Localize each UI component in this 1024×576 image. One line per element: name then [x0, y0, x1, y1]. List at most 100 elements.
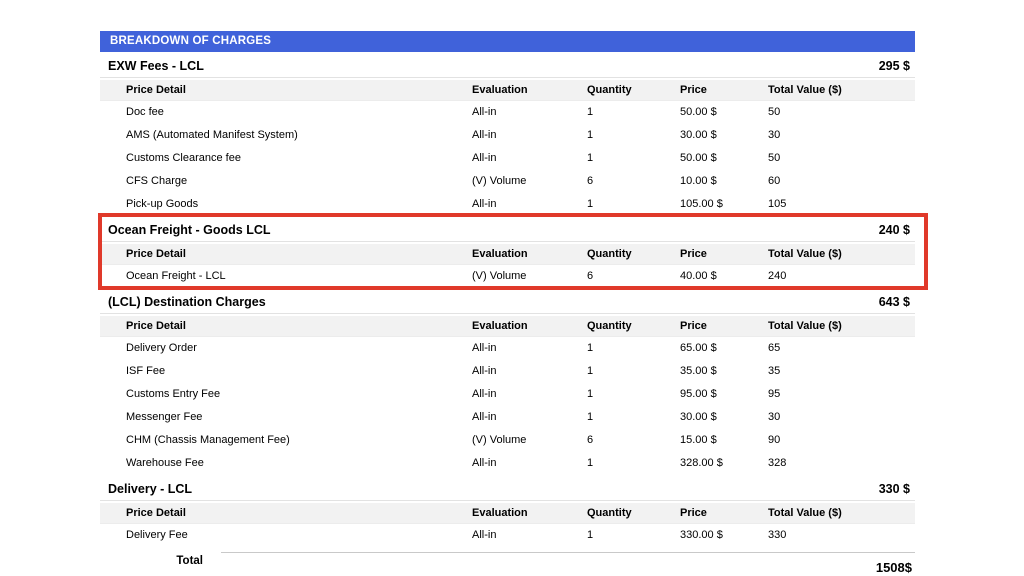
table-cell: All-in	[472, 529, 497, 541]
table-cell: Delivery Order	[126, 342, 197, 354]
table-cell: (V) Volume	[472, 270, 527, 282]
table-cell: Pick-up Goods	[126, 198, 199, 210]
table-cell: All-in	[472, 198, 497, 210]
table-row: Pick-up Goods All-in 1 105.00 $ 105	[100, 193, 915, 216]
total-divider	[221, 552, 915, 553]
table-cell: 50	[768, 152, 781, 164]
table-cell: 40.00 $	[680, 270, 717, 282]
table-cell: 65.00 $	[680, 342, 717, 354]
table-cell: 240	[768, 270, 787, 282]
table-cell: ISF Fee	[126, 365, 166, 377]
rows-container: Doc fee All-in 1 50.00 $ 50 AMS (Automated Ma…	[100, 101, 915, 216]
column-header: Quantity	[587, 248, 632, 260]
charge-section: EXW Fees - LCL 295 $ Price Detail Evaluat…	[100, 52, 915, 216]
table-row: Doc fee All-in 1 50.00 $ 50	[100, 101, 915, 124]
rows-container: Delivery Fee All-in 1 330.00 $ 330	[100, 524, 915, 547]
table-row: AMS (Automated Manifest System) All-in 1 30…	[100, 124, 915, 147]
column-header-row: Price Detail Evaluation Quantity Price Total…	[100, 244, 915, 265]
table-cell: All-in	[472, 129, 497, 141]
total-value: 1508$	[875, 560, 912, 575]
section-amount: 643 $	[878, 295, 910, 309]
table-cell: Customs Clearance fee	[126, 152, 241, 164]
table-cell: 105.00 $	[680, 198, 723, 210]
column-header: Price Detail	[126, 84, 186, 96]
table-cell: Customs Entry Fee	[126, 388, 221, 400]
section-amount: 330 $	[878, 482, 910, 496]
breakdown-of-charges-banner: BREAKDOWN OF CHARGES	[100, 31, 915, 52]
table-cell: 328.00 $	[680, 457, 723, 469]
column-header: Total Value ($)	[768, 84, 842, 96]
column-header-row: Price Detail Evaluation Quantity Price Total…	[100, 503, 915, 524]
table-row: Messenger Fee All-in 1 30.00 $ 30	[100, 406, 915, 429]
column-header: Evaluation	[472, 507, 528, 519]
table-cell: All-in	[472, 388, 497, 400]
section-heading: (LCL) Destination Charges 643 $	[100, 288, 915, 314]
charge-section: Delivery - LCL 330 $ Price Detail Evaluat…	[100, 475, 915, 547]
column-header: Evaluation	[472, 320, 528, 332]
table-row: CFS Charge (V) Volume 6 10.00 $ 60	[100, 170, 915, 193]
column-header: Price	[680, 320, 707, 332]
table-cell: 30	[768, 129, 781, 141]
table-cell: 330.00 $	[680, 529, 723, 541]
column-header: Price	[680, 507, 707, 519]
column-header-row: Price Detail Evaluation Quantity Price Total…	[100, 316, 915, 337]
section-title: Delivery - LCL	[108, 482, 193, 496]
table-cell: 35.00 $	[680, 365, 717, 377]
table-cell: 15.00 $	[680, 434, 717, 446]
table-cell: All-in	[472, 457, 497, 469]
table-row: CHM (Chassis Management Fee) (V) Volume 6 1…	[100, 429, 915, 452]
table-cell: 1	[587, 457, 594, 469]
column-header: Price	[680, 248, 707, 260]
charge-section: (LCL) Destination Charges 643 $ Price De…	[100, 288, 915, 475]
table-cell: 50	[768, 106, 781, 118]
table-cell: 50.00 $	[680, 152, 717, 164]
table-cell: All-in	[472, 342, 497, 354]
table-cell: 1	[587, 106, 594, 118]
column-header: Quantity	[587, 84, 632, 96]
total-label: Total	[176, 555, 203, 567]
table-cell: 35	[768, 365, 781, 377]
table-cell: 95.00 $	[680, 388, 717, 400]
table-cell: (V) Volume	[472, 175, 527, 187]
column-header: Price Detail	[126, 320, 186, 332]
table-cell: All-in	[472, 106, 497, 118]
table-cell: 60	[768, 175, 781, 187]
section-title: Ocean Freight - Goods LCL	[108, 223, 271, 237]
table-cell: 6	[587, 270, 594, 282]
table-cell: 330	[768, 529, 787, 541]
table-cell: All-in	[472, 152, 497, 164]
table-cell: 1	[587, 388, 594, 400]
table-cell: 65	[768, 342, 781, 354]
table-row: Delivery Fee All-in 1 330.00 $ 330	[100, 524, 915, 547]
column-header: Quantity	[587, 507, 632, 519]
table-cell: All-in	[472, 365, 497, 377]
table-cell: 1	[587, 365, 594, 377]
column-header-row: Price Detail Evaluation Quantity Price Total…	[100, 80, 915, 101]
table-row: Warehouse Fee All-in 1 328.00 $ 328	[100, 452, 915, 475]
column-header: Price	[680, 84, 707, 96]
table-cell: 30.00 $	[680, 129, 717, 141]
sections-container: EXW Fees - LCL 295 $ Price Detail Evaluat…	[98, 52, 928, 547]
table-cell: 10.00 $	[680, 175, 717, 187]
table-cell: 30	[768, 411, 781, 423]
table-cell: 1	[587, 529, 594, 541]
table-row: ISF Fee All-in 1 35.00 $ 35	[100, 360, 915, 383]
rows-container: Delivery Order All-in 1 65.00 $ 65 ISF Fee All…	[100, 337, 915, 475]
column-header: Price Detail	[126, 248, 186, 260]
table-row: Customs Entry Fee All-in 1 95.00 $ 95	[100, 383, 915, 406]
table-cell: 95	[768, 388, 781, 400]
table-cell: Delivery Fee	[126, 529, 188, 541]
column-header: Total Value ($)	[768, 248, 842, 260]
table-cell: Warehouse Fee	[126, 457, 204, 469]
table-cell: 1	[587, 129, 594, 141]
total-rest: 1508$	[221, 552, 915, 575]
section-heading: EXW Fees - LCL 295 $	[100, 52, 915, 78]
table-cell: Doc fee	[126, 106, 164, 118]
table-cell: CHM (Chassis Management Fee)	[126, 434, 290, 446]
table-cell: 1	[587, 198, 594, 210]
section-title: EXW Fees - LCL	[108, 59, 204, 73]
charges-table: BREAKDOWN OF CHARGES EXW Fees - LCL 295 …	[98, 31, 928, 575]
table-row: Delivery Order All-in 1 65.00 $ 65	[100, 337, 915, 360]
table-cell: 6	[587, 434, 594, 446]
